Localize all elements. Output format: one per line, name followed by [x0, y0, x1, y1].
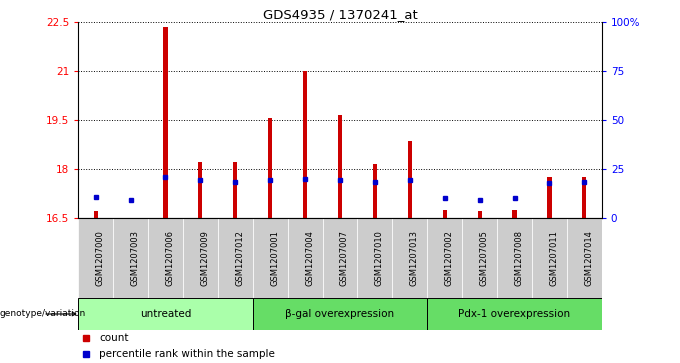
Bar: [358, 218, 392, 298]
Text: GSM1207011: GSM1207011: [549, 230, 558, 286]
Bar: [443, 209, 447, 218]
Text: GSM1207014: GSM1207014: [584, 230, 594, 286]
Bar: [427, 218, 462, 298]
Bar: [532, 218, 567, 298]
Bar: [163, 26, 167, 218]
Bar: [373, 164, 377, 218]
Bar: [513, 209, 517, 218]
Bar: [338, 115, 342, 218]
Bar: [148, 218, 183, 298]
Bar: [392, 218, 427, 298]
Bar: [253, 298, 427, 330]
Text: GSM1207010: GSM1207010: [375, 230, 384, 286]
Text: GSM1207013: GSM1207013: [410, 230, 419, 286]
Bar: [547, 177, 551, 218]
Text: GSM1207001: GSM1207001: [270, 230, 279, 286]
Text: GSM1207005: GSM1207005: [479, 230, 489, 286]
Bar: [78, 218, 113, 298]
Bar: [322, 218, 358, 298]
Bar: [113, 218, 148, 298]
Bar: [427, 298, 602, 330]
Bar: [462, 218, 497, 298]
Bar: [582, 177, 586, 218]
Bar: [477, 211, 481, 218]
Bar: [567, 218, 602, 298]
Bar: [408, 141, 412, 218]
Title: GDS4935 / 1370241_at: GDS4935 / 1370241_at: [262, 8, 418, 21]
Bar: [233, 162, 237, 218]
Text: GSM1207004: GSM1207004: [305, 230, 314, 286]
Text: Pdx-1 overexpression: Pdx-1 overexpression: [458, 309, 571, 319]
Bar: [129, 218, 133, 221]
Bar: [218, 218, 253, 298]
Bar: [94, 211, 98, 218]
Bar: [288, 218, 322, 298]
Text: genotype/variation: genotype/variation: [0, 310, 86, 318]
Text: GSM1207002: GSM1207002: [445, 230, 454, 286]
Text: GSM1207000: GSM1207000: [96, 230, 105, 286]
Bar: [303, 71, 307, 218]
Bar: [78, 298, 253, 330]
Bar: [497, 218, 532, 298]
Text: count: count: [99, 333, 129, 343]
Text: GSM1207008: GSM1207008: [515, 230, 524, 286]
Bar: [268, 118, 272, 218]
Text: GSM1207007: GSM1207007: [340, 230, 349, 286]
Text: percentile rank within the sample: percentile rank within the sample: [99, 348, 275, 359]
Text: GSM1207003: GSM1207003: [131, 230, 139, 286]
Text: untreated: untreated: [140, 309, 191, 319]
Bar: [199, 162, 203, 218]
Text: GSM1207012: GSM1207012: [235, 230, 244, 286]
Bar: [253, 218, 288, 298]
Text: GSM1207009: GSM1207009: [201, 230, 209, 286]
Text: β-gal overexpression: β-gal overexpression: [286, 309, 394, 319]
Bar: [183, 218, 218, 298]
Text: GSM1207006: GSM1207006: [165, 230, 175, 286]
